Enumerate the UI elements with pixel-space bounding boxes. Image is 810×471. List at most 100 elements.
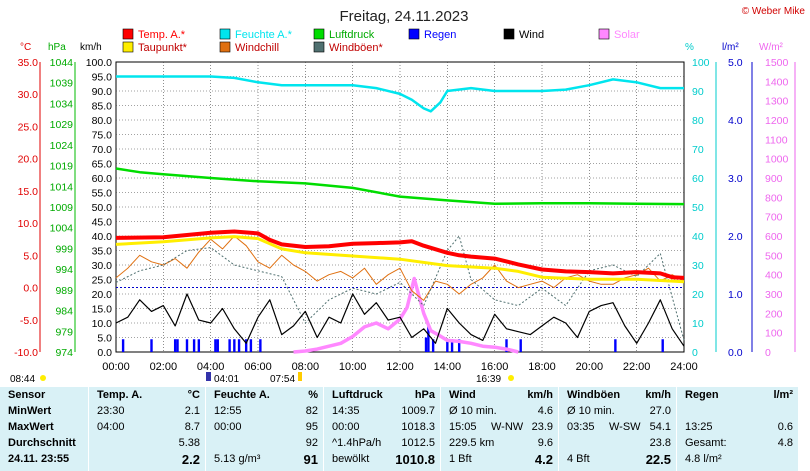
rain-bar (173, 339, 177, 352)
brand-label: © Weber Mike (742, 6, 806, 17)
rain-bar (176, 339, 179, 352)
stats-value: 4.8 (777, 437, 793, 449)
stats-value: 1018.3 (401, 421, 435, 433)
stats-time: 00:00 (332, 421, 360, 433)
stats-time: 4.8 l/m² (685, 453, 722, 465)
wind-tick-label: 90.0 (92, 86, 113, 98)
moonrise-marker (206, 372, 211, 381)
humidity-tick-label: 70 (692, 144, 704, 156)
stats-column-press: Luftdruck hPa 14:35 1009.7 00:00 1018.3 ^1.4hP… (323, 387, 441, 471)
x-tick-label: 16:00 (481, 361, 509, 373)
pressure-tick-label: 1004 (50, 223, 74, 235)
sensor-header: Sensor (8, 389, 46, 401)
stats-column-gust: Windböen km/h Ø 10 min. 27.0 03:35 W-SW 54.1 23… (558, 387, 677, 471)
sensor-row-label: MinWert (8, 405, 52, 417)
stats-time: Ø 10 min. (449, 405, 497, 417)
rain-bar (192, 339, 196, 352)
solar-tick-label: 700 (765, 212, 783, 224)
solar-tick-label: 200 (765, 308, 783, 320)
series-line-feuchtea (116, 75, 684, 113)
series-line-taupunkt (115, 235, 685, 284)
stats-unit: °C (187, 389, 200, 401)
stats-header: Luftdruck (332, 389, 383, 401)
pressure-tick-label: 1014 (50, 181, 74, 193)
rain-bar (427, 326, 430, 352)
humidity-tick-label: 40 (692, 231, 704, 243)
pressure-tick-label: 1019 (50, 161, 74, 173)
stats-unit: km/h (527, 389, 553, 401)
rain-bar (214, 339, 217, 352)
wind-tick-label: 85.0 (92, 101, 113, 113)
stats-header: Feuchte A. (214, 389, 270, 401)
stats-unit: l/m² (773, 389, 793, 401)
temp-unit: °C (20, 42, 31, 53)
legend-label: Temp. A.* (138, 29, 186, 41)
x-tick-label: 08:00 (292, 361, 320, 373)
x-tick-label: 06:00 (244, 361, 272, 373)
sensor-row-label: MaxWert (8, 421, 54, 433)
pressure-tick-label: 1034 (50, 98, 74, 110)
rain-bar (450, 339, 454, 352)
legend-swatch (598, 28, 610, 40)
x-tick-label: 14:00 (434, 361, 462, 373)
solar-tick-label: 400 (765, 270, 783, 282)
stats-value: 82 (305, 405, 318, 417)
sensor-column: Sensor MinWert MaxWert Durchschnitt 24.11. 2… (0, 387, 88, 471)
rain-tick-label: 4.0 (728, 115, 743, 127)
wind-tick-label: 15.0 (92, 304, 113, 316)
series-line-luftdruck (115, 167, 685, 206)
stats-value: 4.2 (534, 452, 553, 467)
x-tick-label: 22:00 (623, 361, 651, 373)
x-tick-label: 10:00 (339, 361, 367, 373)
solar-tick-label: 1300 (765, 96, 789, 108)
stats-value: 2.1 (184, 405, 200, 417)
stats-unit: km/h (645, 389, 671, 401)
pressure-tick-label: 1024 (50, 140, 74, 152)
legend-swatch (122, 41, 134, 53)
humidity-tick-label: 80 (692, 115, 704, 127)
stats-time: 00:00 (214, 421, 242, 433)
wind-tick-label: 75.0 (92, 130, 113, 142)
stats-time: bewölkt (332, 453, 370, 465)
legend-label: Windchill (235, 42, 279, 54)
rain-tick-label: 0.0 (728, 347, 743, 359)
wind-tick-label: 35.0 (92, 246, 113, 258)
stats-value: 1012.5 (401, 437, 435, 449)
legend-label: Regen (424, 29, 456, 41)
stats-time: 15:05 (449, 421, 477, 433)
stats-value: 23.8 (649, 437, 671, 449)
humidity-tick-label: 90 (692, 86, 704, 98)
solar-tick-label: 900 (765, 173, 783, 185)
wind-tick-label: 0.0 (97, 347, 112, 359)
weather-chart: Freitag, 24.11.2023 © Weber Mike Temp. A… (10, 6, 806, 385)
chart-title: Freitag, 24.11.2023 (340, 8, 469, 25)
stats-value: 22.5 (645, 452, 671, 467)
temp-tick-label: 25.0 (18, 121, 39, 133)
rain-bar (259, 339, 262, 352)
stats-direction: W-SW (609, 421, 641, 433)
stats-time: 1 Bft (449, 453, 472, 465)
temp-tick-label: 5.0 (23, 250, 38, 262)
legend-swatch (122, 28, 134, 40)
stats-header: Regen (685, 389, 719, 401)
pressure-tick-label: 999 (55, 243, 73, 255)
temp-tick-label: 15.0 (18, 186, 39, 198)
wind-tick-label: 95.0 (92, 72, 113, 84)
solar-tick-label: 600 (765, 231, 783, 243)
rain-bar (614, 339, 617, 352)
pressure-tick-label: 1009 (50, 202, 74, 214)
rain-bar (457, 339, 461, 352)
rain-bar (233, 339, 236, 352)
solar-tick-label: 1100 (765, 134, 788, 146)
stats-value: 23.9 (531, 421, 553, 433)
plot-area (115, 75, 685, 354)
stats-value: 1009.7 (401, 405, 435, 417)
wind-tick-label: 100.0 (86, 57, 112, 69)
rain-bar (505, 339, 508, 352)
legend-swatch (408, 28, 420, 40)
rain-tick-label: 3.0 (728, 173, 743, 185)
stats-direction: W-NW (491, 421, 524, 433)
x-tick-label: 24:00 (670, 361, 698, 373)
stats-value: 9.6 (537, 437, 553, 449)
rain-bar (661, 339, 664, 352)
